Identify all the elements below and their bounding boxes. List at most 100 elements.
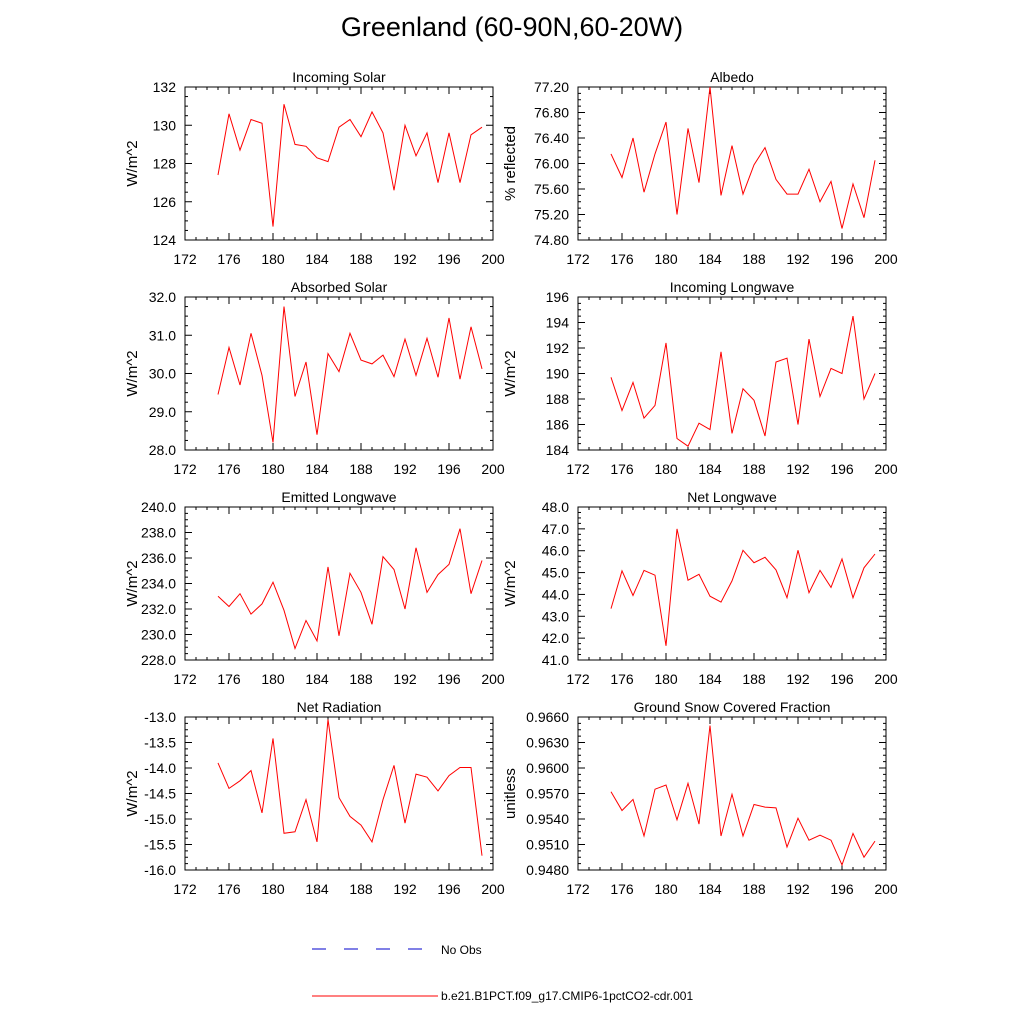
y-tick-label: 228.0 [141, 652, 176, 668]
x-tick-label: 176 [610, 881, 634, 897]
plot-frame [184, 716, 494, 871]
x-tick-label: 188 [742, 671, 766, 687]
series-line [610, 86, 876, 229]
x-tick-label: 196 [830, 881, 854, 897]
y-tick-label: 128 [153, 156, 177, 172]
y-tick-label: 236.0 [141, 550, 176, 566]
panel-title: Albedo [710, 69, 754, 85]
x-tick-label: 192 [393, 251, 417, 267]
legend-model-label: b.e21.B1PCT.f09_g17.CMIP6-1pctCO2-cdr.00… [441, 989, 693, 1003]
y-axis-label: W/m^2 [124, 560, 141, 606]
plot-frame [577, 296, 887, 451]
x-tick-label: 188 [742, 251, 766, 267]
x-tick-label: 172 [566, 881, 590, 897]
y-tick-label: 77.20 [534, 79, 569, 95]
x-tick-label: 184 [698, 881, 722, 897]
x-tick-label: 200 [481, 671, 505, 687]
y-tick-label: 45.0 [542, 565, 569, 581]
y-tick-label: 0.9540 [526, 811, 569, 827]
y-axis-label: % reflected [502, 126, 519, 201]
x-tick-label: 200 [481, 251, 505, 267]
series-line [217, 719, 483, 856]
x-tick-label: 180 [261, 671, 285, 687]
x-tick-label: 180 [654, 881, 678, 897]
x-tick-label: 196 [437, 881, 461, 897]
y-tick-label: 31.0 [149, 327, 176, 343]
y-tick-label: 76.00 [534, 156, 569, 172]
x-tick-label: 180 [261, 461, 285, 477]
x-tick-label: 200 [874, 251, 898, 267]
y-tick-label: 29.0 [149, 404, 176, 420]
x-tick-label: 184 [698, 461, 722, 477]
x-tick-label: 172 [173, 671, 197, 687]
y-tick-label: 44.0 [542, 586, 569, 602]
y-tick-label: 196 [546, 289, 570, 305]
y-tick-label: 76.40 [534, 130, 569, 146]
y-tick-label: 230.0 [141, 627, 176, 643]
y-tick-label: 0.9570 [526, 786, 569, 802]
x-tick-label: 180 [654, 461, 678, 477]
y-axis-label: W/m^2 [124, 350, 141, 396]
y-tick-label: 46.0 [542, 543, 569, 559]
panel-title: Absorbed Solar [291, 279, 388, 295]
y-tick-label: -15.5 [144, 837, 176, 853]
y-tick-label: -13.0 [144, 709, 176, 725]
legend-obs-label: No Obs [441, 943, 482, 957]
y-tick-label: 234.0 [141, 576, 176, 592]
x-tick-label: 172 [566, 461, 590, 477]
y-tick-label: 47.0 [542, 521, 569, 537]
y-tick-label: 238.0 [141, 525, 176, 541]
x-tick-label: 176 [217, 671, 241, 687]
panel-3: Absorbed Solar W/m^2 172 176 180 184 188 192 196… [124, 279, 505, 477]
y-tick-label: 32.0 [149, 289, 176, 305]
y-axis-label: unitless [502, 768, 519, 819]
y-tick-label: 42.0 [542, 630, 569, 646]
x-tick-label: 180 [261, 881, 285, 897]
series-line [610, 725, 876, 867]
x-tick-label: 176 [217, 881, 241, 897]
y-tick-label: 0.9630 [526, 735, 569, 751]
x-tick-label: 172 [173, 461, 197, 477]
y-tick-label: 194 [546, 315, 570, 331]
x-tick-label: 172 [566, 251, 590, 267]
y-tick-label: 0.9510 [526, 837, 569, 853]
y-tick-label: -15.0 [144, 811, 176, 827]
x-tick-label: 184 [305, 881, 329, 897]
x-tick-label: 176 [217, 461, 241, 477]
y-tick-label: 240.0 [141, 499, 176, 515]
y-tick-label: 76.80 [534, 105, 569, 121]
panel-title: Incoming Solar [292, 69, 386, 85]
y-axis-label: W/m^2 [502, 560, 519, 606]
x-tick-label: 172 [566, 671, 590, 687]
y-axis-label: W/m^2 [124, 140, 141, 186]
x-tick-label: 196 [830, 251, 854, 267]
x-tick-label: 196 [437, 251, 461, 267]
x-tick-label: 188 [349, 461, 373, 477]
panel-title: Net Radiation [297, 699, 382, 715]
panel-title: Ground Snow Covered Fraction [634, 699, 831, 715]
panel-2: Albedo % reflected 172 176 180 184 188 192 196 20… [502, 69, 898, 267]
x-tick-label: 200 [874, 671, 898, 687]
x-tick-label: 192 [393, 671, 417, 687]
x-tick-label: 192 [786, 461, 810, 477]
panel-title: Emitted Longwave [281, 489, 396, 505]
y-tick-label: 75.60 [534, 181, 569, 197]
y-tick-label: 48.0 [542, 499, 569, 515]
x-tick-label: 184 [698, 251, 722, 267]
x-tick-label: 180 [261, 251, 285, 267]
y-tick-label: 0.9660 [526, 709, 569, 725]
plot-frame [577, 506, 887, 661]
plot-frame [184, 86, 494, 241]
series-line [610, 528, 876, 646]
panel-6: Net Longwave W/m^2 172 176 180 184 188 192 196 20… [502, 489, 898, 687]
y-tick-label: -14.0 [144, 760, 176, 776]
panel-5: Emitted Longwave W/m^2 172 176 180 184 188 192 1… [124, 489, 505, 687]
x-tick-label: 196 [437, 461, 461, 477]
y-tick-label: 232.0 [141, 601, 176, 617]
series-line [217, 306, 483, 443]
legend: No Obs b.e21.B1PCT.f09_g17.CMIP6-1pctCO2-… [312, 943, 693, 1003]
x-tick-label: 188 [742, 461, 766, 477]
y-tick-label: -16.0 [144, 862, 176, 878]
